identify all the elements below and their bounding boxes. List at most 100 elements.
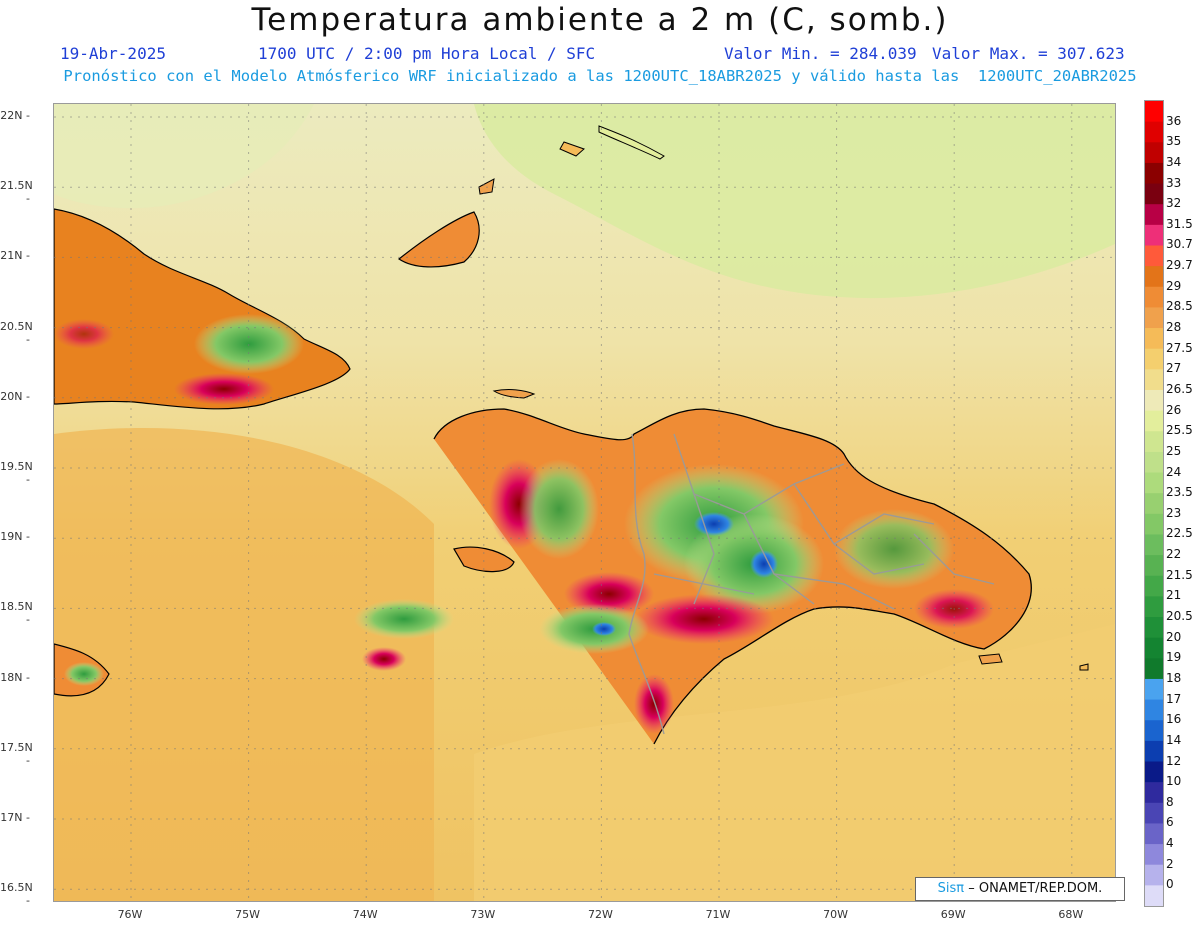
colorbar-label: 27.5 xyxy=(1166,340,1193,355)
colorbar-label: 4 xyxy=(1166,836,1174,851)
colorbar-label: 27 xyxy=(1166,361,1182,376)
colorbar-swatch xyxy=(1145,142,1163,164)
colorbar-label: 16 xyxy=(1166,712,1182,727)
colorbar-swatch xyxy=(1145,513,1163,535)
colorbar-swatch xyxy=(1145,121,1163,143)
colorbar-label: 34 xyxy=(1166,154,1182,169)
colorbar-label: 32 xyxy=(1166,196,1182,211)
colorbar-swatch xyxy=(1145,596,1163,618)
colorbar-swatch xyxy=(1145,885,1163,906)
lat-label: 17.5N - xyxy=(0,740,33,767)
cordillera-blue-2 xyxy=(750,550,778,578)
colorbar-swatch xyxy=(1145,637,1163,659)
lat-label: 18.5N - xyxy=(0,600,33,627)
colorbar-swatch xyxy=(1145,183,1163,205)
lat-label: 16.5N - xyxy=(0,881,33,908)
lat-label: 20N - xyxy=(0,389,30,403)
colorbar-label: 36 xyxy=(1166,113,1182,128)
cordillera-blue-1 xyxy=(694,512,734,536)
small-island-1 xyxy=(478,178,495,195)
colorbar-label: 29.7 xyxy=(1166,258,1193,273)
colorbar-swatch xyxy=(1145,823,1163,845)
colorbar-label: 0 xyxy=(1166,877,1174,892)
colorbar-swatch xyxy=(1145,493,1163,515)
lon-label: 70W xyxy=(823,908,849,921)
colorbar-label: 22.5 xyxy=(1166,526,1193,541)
colorbar-label: 23.5 xyxy=(1166,485,1193,500)
min-value: Valor Min. = 284.039 xyxy=(724,44,917,63)
colorbar-label: 25 xyxy=(1166,443,1182,458)
gonave-island xyxy=(453,546,515,573)
model-info: Pronóstico con el Modelo Atmósferico WRF… xyxy=(63,67,1137,85)
lon-label: 74W xyxy=(352,908,378,921)
colorbar-label: 21.5 xyxy=(1166,567,1193,582)
colorbar-label: 21 xyxy=(1166,588,1182,603)
colorbar-swatch xyxy=(1145,699,1163,721)
colorbar-label: 26 xyxy=(1166,402,1182,417)
small-island-3 xyxy=(598,125,665,160)
lon-label: 72W xyxy=(587,908,613,921)
colorbar-label: 33 xyxy=(1166,175,1182,190)
lon-label: 73W xyxy=(470,908,496,921)
east-green xyxy=(834,509,954,589)
lon-label: 71W xyxy=(705,908,731,921)
lon-label: 75W xyxy=(235,908,261,921)
colorbar-swatch xyxy=(1145,864,1163,886)
province-borders xyxy=(628,433,995,735)
colorbar-swatch xyxy=(1145,266,1163,288)
colorbar-label: 25.5 xyxy=(1166,423,1193,438)
colorbar-swatch xyxy=(1145,431,1163,453)
temperature-map xyxy=(53,103,1116,902)
graticule xyxy=(54,104,1115,901)
small-island-2 xyxy=(559,141,585,157)
lat-label: 19.5N - xyxy=(0,460,33,486)
enriquillo-hot xyxy=(634,594,774,644)
lat-label: 17N - xyxy=(0,811,30,824)
lon-label: 76W xyxy=(117,908,143,921)
colorbar xyxy=(1144,100,1164,907)
lon-label: 68W xyxy=(1058,908,1084,921)
colorbar-swatch xyxy=(1145,389,1163,412)
colorbar-swatch xyxy=(1145,761,1163,783)
colorbar-swatch xyxy=(1145,720,1163,742)
colorbar-swatch xyxy=(1145,245,1163,267)
colorbar-label: 23 xyxy=(1166,505,1182,520)
colorbar-swatch xyxy=(1145,782,1163,804)
colorbar-label: 28 xyxy=(1166,320,1182,335)
cuba-hot-zone xyxy=(174,373,274,405)
colorbar-label: 24 xyxy=(1166,464,1182,479)
colorbar-swatch xyxy=(1145,224,1163,246)
colorbar-swatch xyxy=(1145,555,1163,577)
lat-label: 19N - xyxy=(0,530,30,544)
colorbar-swatch xyxy=(1145,472,1163,494)
credit-org: – ONAMET/REP.DOM. xyxy=(968,881,1103,896)
lat-label: 21N - xyxy=(0,249,30,263)
colorbar-label: 20.5 xyxy=(1166,609,1193,624)
colorbar-label: 10 xyxy=(1166,774,1182,789)
colorbar-label: 20 xyxy=(1166,629,1182,644)
southern-haiti-blue xyxy=(592,622,616,636)
colorbar-label: 18 xyxy=(1166,670,1182,685)
lat-label: 20.5N - xyxy=(0,319,33,346)
colorbar-swatch xyxy=(1145,802,1163,824)
colorbar-swatch xyxy=(1145,369,1163,391)
southern-warm-waters xyxy=(54,428,434,901)
colorbar-swatch xyxy=(1145,328,1163,350)
colorbar-label: 22 xyxy=(1166,547,1182,562)
northern-cool-waters-2 xyxy=(54,104,314,209)
colorbar-swatch xyxy=(1145,204,1163,226)
colorbar-label: 19 xyxy=(1166,650,1182,665)
colorbar-label: 14 xyxy=(1166,732,1182,747)
colorbar-swatch xyxy=(1145,307,1163,329)
max-value: Valor Max. = 307.623 xyxy=(932,44,1125,63)
colorbar-label: 2 xyxy=(1166,856,1174,871)
southwest-peninsula-green xyxy=(354,599,454,639)
tortuga-island xyxy=(492,389,536,399)
colorbar-swatch xyxy=(1145,740,1163,763)
colorbar-swatch xyxy=(1145,348,1163,370)
colorbar-swatch xyxy=(1145,534,1163,556)
colorbar-swatch xyxy=(1145,162,1163,185)
forecast-time: 1700 UTC / 2:00 pm Hora Local / SFC xyxy=(258,44,596,63)
saona-island xyxy=(978,653,1003,665)
colorbar-label: 29 xyxy=(1166,278,1182,293)
